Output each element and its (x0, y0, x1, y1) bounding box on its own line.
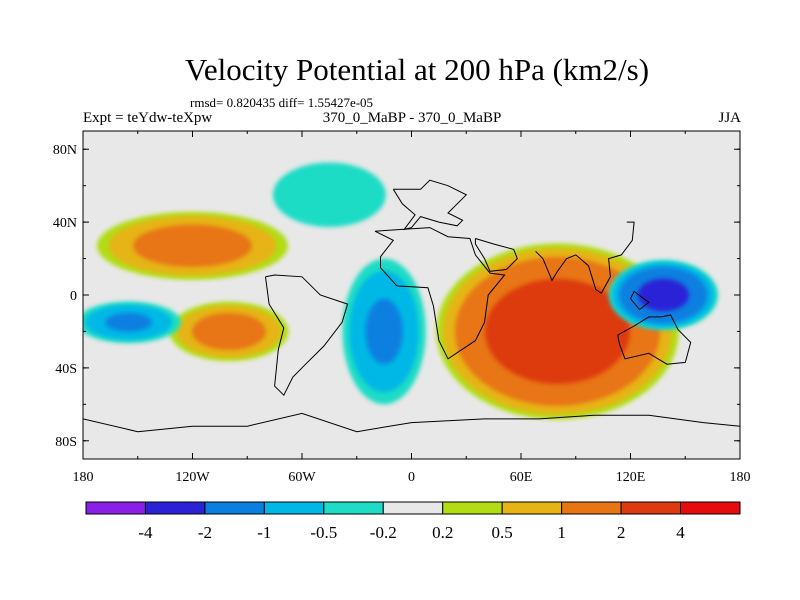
x-axis: 180 120W 60W 0 60E 120E 180 (73, 131, 751, 485)
contour-band (192, 313, 266, 350)
colorbar: -4 -2 -1 -0.5 -0.2 0.2 0.5 1 2 4 (85, 501, 741, 542)
feature-west-pacific-negative (608, 260, 719, 330)
contour-field (83, 162, 719, 420)
colorbar-box (323, 501, 384, 515)
x-tick-label: 180 (73, 470, 94, 485)
colorbar-label: -4 (138, 523, 153, 542)
contour-band (365, 298, 403, 364)
coastline (83, 179, 740, 433)
feature-east-pacific-negative (83, 301, 181, 344)
colorbar-label: 2 (617, 523, 626, 542)
feature-south-pacific-positive (169, 301, 289, 362)
x-tick-label: 180 (730, 470, 751, 485)
feature-north-atlantic-negative (272, 162, 386, 227)
colorbar-label: -0.2 (370, 523, 397, 542)
coast-outline (474, 238, 518, 272)
colorbar-label: -0.5 (310, 523, 337, 542)
feature-atlantic-africa-negative (342, 258, 426, 405)
y-tick-label: 40N (53, 216, 77, 231)
colorbar-box (680, 501, 741, 515)
colorbar-label: -1 (257, 523, 271, 542)
colorbar-box (501, 501, 563, 515)
stats-text: rmsd= 0.820435 diff= 1.55427e-05 (190, 95, 374, 110)
y-tick-label: 0 (70, 289, 77, 304)
season-label: JJA (718, 110, 741, 126)
chart-title: Velocity Potential at 200 hPa (km2/s) (184, 52, 650, 87)
colorbar-label: 1 (557, 523, 566, 542)
coast-outline (83, 412, 740, 433)
contour-band (105, 313, 152, 332)
colorbar-box (204, 501, 265, 515)
contour-band (133, 224, 252, 267)
case-label: 370_0_MaBP - 370_0_MaBP (322, 110, 502, 126)
y-axis: 80N 40N 0 40S 80S (53, 143, 740, 450)
feature-north-pacific-positive (96, 211, 289, 280)
colorbar-box (144, 501, 206, 515)
colorbar-label: 0.2 (432, 523, 453, 542)
colorbar-box (561, 501, 622, 515)
coast-outline (617, 314, 692, 365)
y-tick-label: 80N (53, 143, 77, 158)
experiment-label: Expt = teYdw-teXpw (83, 110, 213, 126)
coast-outline (392, 179, 468, 231)
colorbar-label: -2 (198, 523, 212, 542)
x-tick-label: 60W (288, 470, 316, 485)
colorbar-label: 4 (676, 523, 685, 542)
x-tick-label: 120E (616, 470, 646, 485)
colorbar-box (85, 501, 146, 515)
colorbar-box (442, 501, 503, 515)
coast-outline (630, 290, 650, 311)
colorbar-box (382, 501, 444, 515)
x-tick-label: 60E (510, 470, 533, 485)
colorbar-box (263, 501, 325, 515)
contour-band (637, 278, 689, 312)
coast-outline (535, 221, 635, 294)
y-tick-label: 80S (55, 435, 77, 450)
x-tick-label: 120W (175, 470, 210, 485)
y-tick-label: 40S (55, 362, 77, 377)
coast-outline (374, 227, 506, 360)
colorbar-box (620, 501, 682, 515)
contour-band (272, 162, 386, 227)
colorbar-label: 0.5 (492, 523, 513, 542)
contour-band (485, 278, 630, 385)
coast-outline (265, 274, 349, 397)
x-tick-label: 0 (408, 470, 415, 485)
